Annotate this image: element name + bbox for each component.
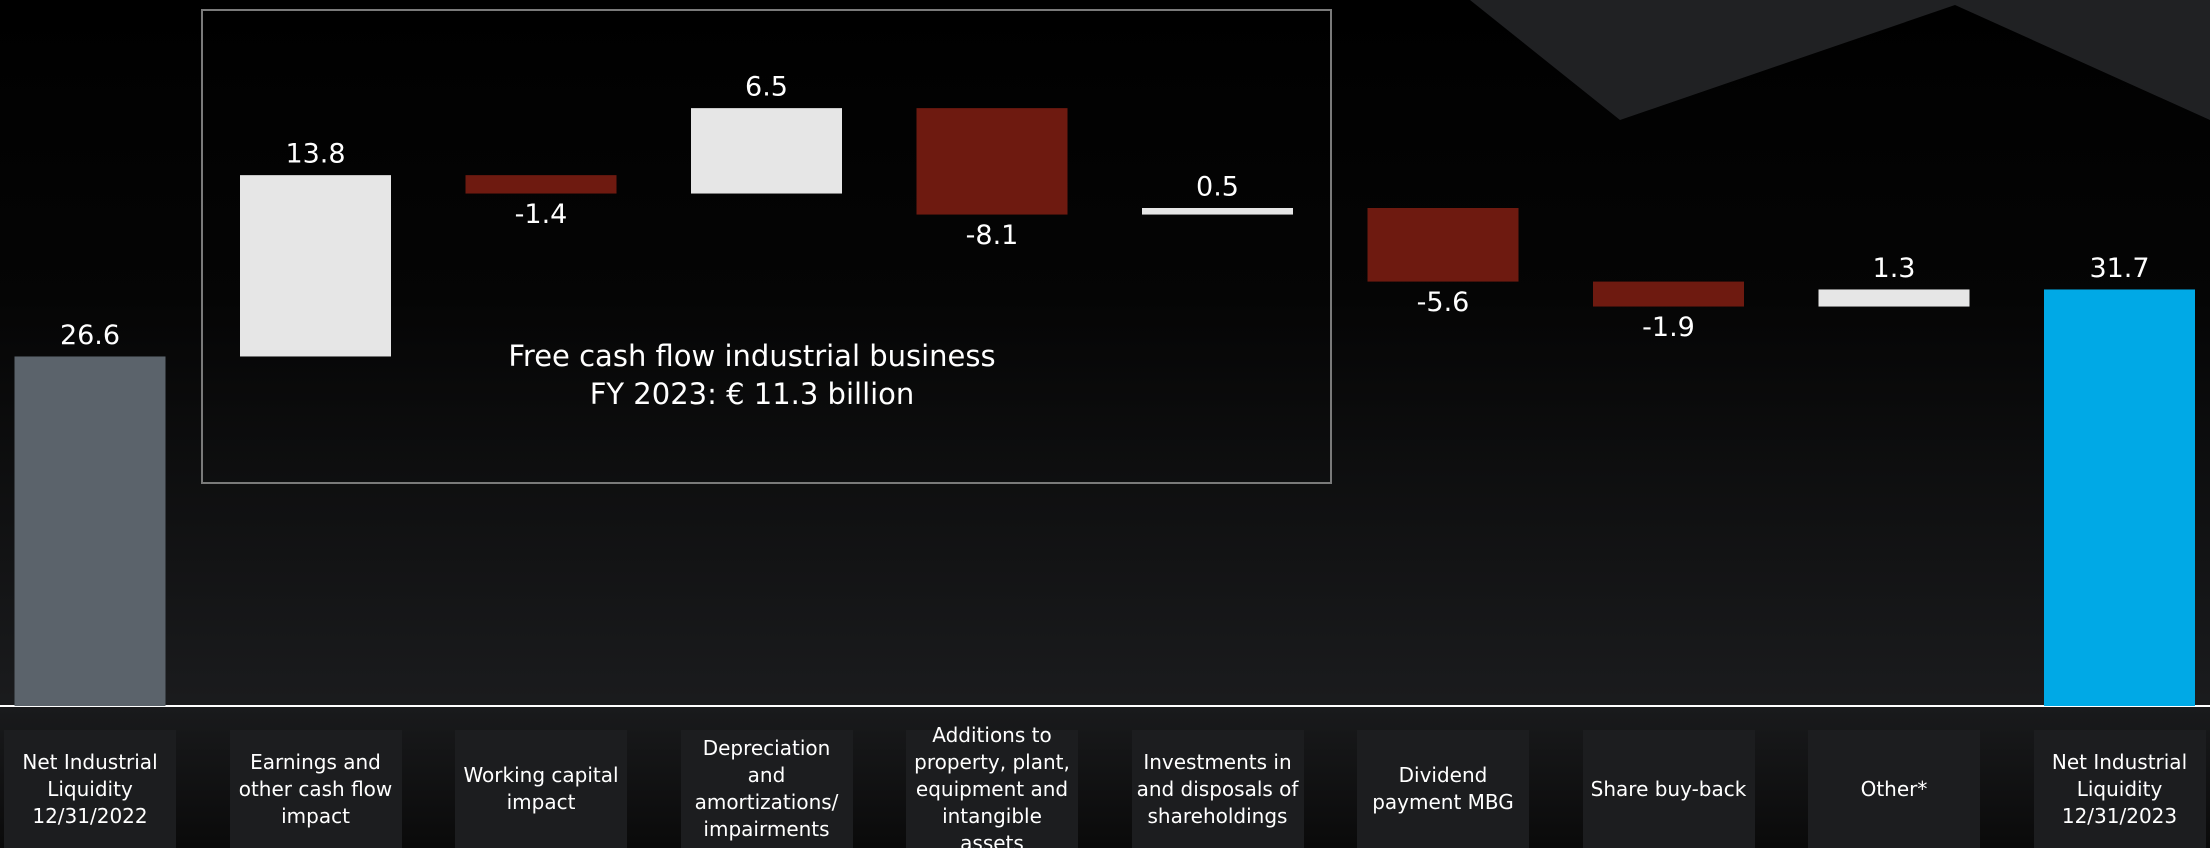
value-label: -8.1	[966, 220, 1019, 251]
category-label: Other*	[1808, 730, 1980, 848]
value-label: -1.9	[1642, 312, 1695, 343]
value-label: -1.4	[515, 199, 568, 230]
bar	[14, 356, 166, 706]
value-label: 31.7	[2089, 253, 2149, 284]
decor	[1470, 0, 2210, 120]
bar	[2044, 289, 2195, 706]
value-label: 1.3	[1873, 253, 1916, 284]
category-label: Net Industrial Liquidity 12/31/2022	[4, 730, 176, 848]
bar	[1142, 207, 1293, 215]
value-label: 6.5	[745, 72, 788, 103]
category-label: Share buy-back	[1582, 730, 1755, 848]
value-label: 0.5	[1196, 171, 1239, 202]
annotation-box	[201, 9, 1332, 484]
value-label: -5.6	[1417, 287, 1470, 318]
bar	[1818, 289, 1970, 307]
bar	[691, 108, 842, 194]
bar	[1367, 207, 1519, 282]
annotation: Free cash flow industrial business	[508, 339, 995, 373]
category-label: Earnings and other cash flow impact	[229, 730, 402, 848]
annotation: FY 2023: € 11.3 billion	[590, 377, 915, 411]
value-label: 13.8	[285, 139, 345, 170]
category-label: Dividend payment MBG	[1357, 730, 1529, 848]
value-label: 26.6	[60, 320, 120, 351]
category-label: Working capital impact	[455, 730, 627, 848]
bar	[916, 108, 1068, 215]
category-label: Additions to property, plant, equipment …	[906, 723, 1078, 848]
category-label: Net Industrial Liquidity 12/31/2023	[2033, 730, 2206, 848]
bar	[240, 175, 391, 357]
category-label: Investments in and disposals of sharehol…	[1131, 730, 1304, 848]
category-label: Depreciation and amortizations/ impairme…	[680, 730, 853, 848]
bar	[1593, 281, 1744, 307]
bar	[465, 175, 617, 194]
